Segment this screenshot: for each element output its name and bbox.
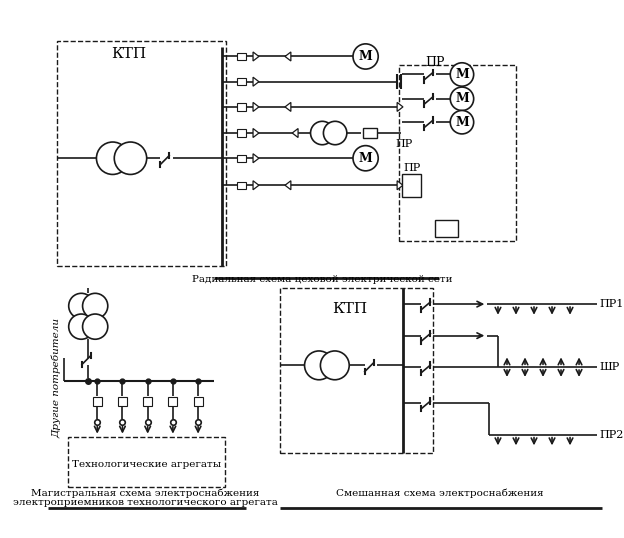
Text: M: M	[359, 50, 373, 63]
Circle shape	[451, 110, 474, 134]
Text: электроприемников технологического агрегата: электроприемников технологического агрег…	[12, 498, 278, 507]
Circle shape	[353, 146, 378, 171]
Bar	[168, 397, 177, 406]
Text: КТП: КТП	[111, 47, 147, 61]
Circle shape	[97, 142, 129, 174]
Polygon shape	[285, 102, 291, 111]
Bar	[193, 397, 203, 406]
Polygon shape	[285, 181, 291, 190]
Bar	[435, 221, 459, 237]
Text: Другие потребители: Другие потребители	[52, 318, 62, 438]
Circle shape	[69, 314, 94, 339]
Text: Радиальная схема цеховой электрической сети: Радиальная схема цеховой электрической с…	[192, 275, 452, 284]
Polygon shape	[292, 129, 298, 138]
Text: Технологические агрегаты: Технологические агрегаты	[72, 460, 222, 469]
Polygon shape	[253, 77, 259, 86]
Circle shape	[320, 351, 349, 380]
Circle shape	[323, 121, 347, 145]
Bar	[118, 397, 127, 406]
Polygon shape	[397, 181, 403, 190]
Circle shape	[451, 87, 474, 110]
Polygon shape	[253, 154, 259, 162]
Bar	[237, 130, 246, 137]
Circle shape	[69, 293, 94, 318]
Text: ПР2: ПР2	[600, 430, 624, 440]
Bar	[237, 78, 246, 86]
Bar	[237, 154, 246, 162]
Circle shape	[311, 121, 334, 145]
Text: ПР: ПР	[396, 139, 413, 149]
Bar	[237, 103, 246, 110]
Polygon shape	[253, 52, 259, 61]
Circle shape	[82, 314, 108, 339]
Circle shape	[305, 351, 333, 380]
Polygon shape	[253, 129, 259, 138]
Text: ПР1: ПР1	[600, 299, 624, 309]
Bar	[143, 397, 152, 406]
Text: ПР: ПР	[403, 163, 420, 173]
Text: КТП: КТП	[332, 302, 367, 316]
Polygon shape	[285, 52, 291, 61]
Bar	[363, 128, 378, 138]
Text: Смешанная схема электроснабжения: Смешанная схема электроснабжения	[336, 489, 544, 498]
Circle shape	[353, 44, 378, 69]
Text: ПР: ПР	[425, 56, 445, 69]
Text: M: M	[455, 93, 469, 105]
Bar	[93, 397, 102, 406]
Text: ШР: ШР	[600, 362, 620, 372]
Text: M: M	[455, 116, 469, 129]
Text: Магистральная схема электроснабжения: Магистральная схема электроснабжения	[31, 489, 259, 498]
Text: M: M	[359, 152, 373, 165]
Circle shape	[82, 293, 108, 318]
Circle shape	[451, 63, 474, 86]
Polygon shape	[253, 181, 259, 190]
Text: M: M	[455, 68, 469, 81]
Bar	[402, 174, 421, 197]
Bar	[237, 53, 246, 60]
Circle shape	[114, 142, 147, 174]
Polygon shape	[397, 102, 403, 111]
Bar	[237, 182, 246, 189]
Polygon shape	[253, 102, 259, 111]
